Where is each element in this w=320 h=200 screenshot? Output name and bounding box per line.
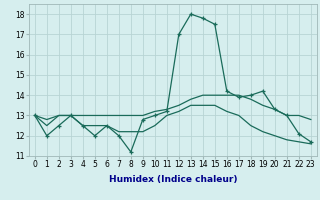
X-axis label: Humidex (Indice chaleur): Humidex (Indice chaleur)	[108, 175, 237, 184]
